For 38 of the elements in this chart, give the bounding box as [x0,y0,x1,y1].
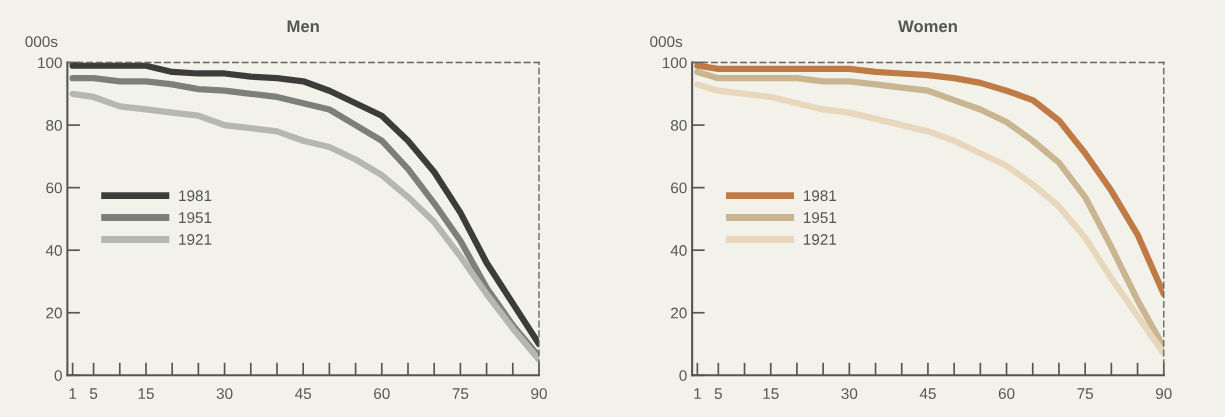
x-tick-label: 30 [841,388,858,400]
y-tick-label: 80 [670,119,687,131]
y-tick-label: 0 [54,370,62,381]
legend-label: 1951 [803,212,837,224]
x-tick-label: 45 [919,388,936,400]
y-tick-label: 100 [38,57,62,69]
x-tick-label: 15 [763,388,779,400]
x-tick-label: 1 [694,388,701,399]
y-axis-title: 000s [25,36,58,48]
x-tick-label: 75 [1077,388,1093,400]
x-tick-label: 60 [998,388,1015,400]
legend-label: 1951 [179,212,212,224]
y-tick-label: 20 [46,307,62,319]
y-tick-label: 0 [679,370,687,381]
legend-label: 1981 [803,190,837,202]
x-tick-label: 90 [531,388,547,400]
x-tick-label: 60 [374,388,390,400]
y-tick-label: 40 [45,245,62,256]
x-tick-label: 5 [714,388,722,400]
legend-label: 1921 [179,234,212,245]
x-tick-label: 1 [69,388,77,399]
x-tick-label: 5 [89,388,98,400]
legend-label: 1981 [179,190,212,202]
x-tick-label: 30 [216,388,233,400]
y-tick-label: 60 [671,182,687,194]
y-tick-label: 100 [662,57,687,69]
chart-title: Women [898,20,957,33]
x-tick-label: 90 [1155,388,1172,400]
y-tick-label: 40 [670,245,687,256]
y-tick-label: 20 [671,307,687,319]
y-axis-title: 000s [650,36,683,48]
x-tick-label: 75 [452,388,469,400]
chart-title: Men [287,20,319,33]
y-tick-label: 80 [46,119,62,131]
legend-label: 1921 [803,234,837,245]
x-tick-label: 15 [138,388,154,400]
x-tick-label: 45 [295,388,312,400]
y-tick-label: 60 [46,182,62,194]
